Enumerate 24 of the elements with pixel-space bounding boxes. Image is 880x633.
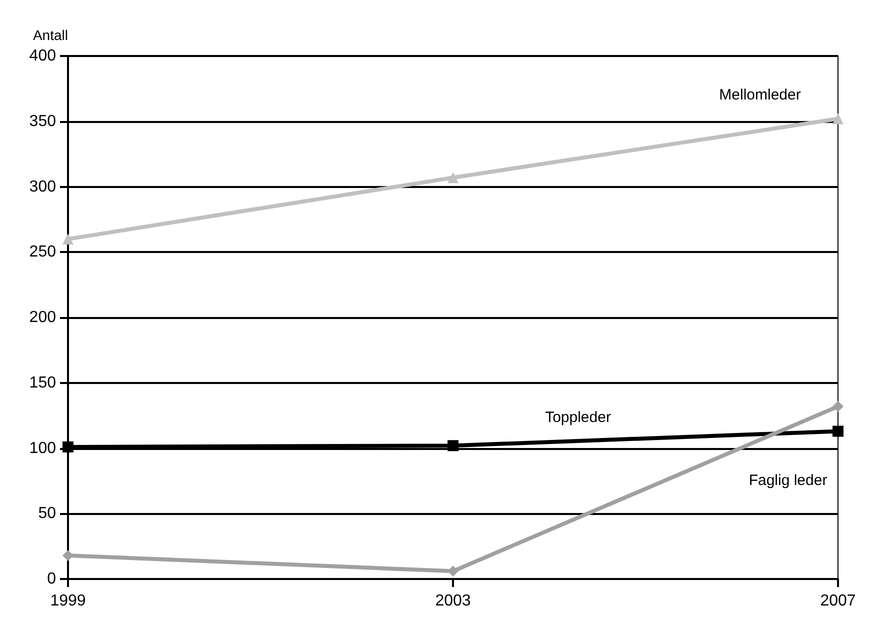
y-tick-label: 100 [29, 440, 56, 457]
point [832, 400, 844, 412]
series-label: Mellomleder [719, 86, 801, 104]
y-tick-label: 250 [29, 244, 56, 261]
y-tick-label: 50 [38, 505, 56, 522]
y-axis-title: Antall [32, 27, 68, 43]
series-label: Toppleder [545, 409, 611, 426]
point [448, 172, 458, 184]
point [62, 441, 74, 452]
y-tick-label: 300 [29, 178, 56, 196]
point [62, 234, 74, 245]
y-tick-label: 200 [29, 309, 56, 326]
series-label: Faglig leder [748, 472, 828, 489]
x-tick-label: 2003 [435, 592, 471, 610]
point [448, 440, 458, 452]
point [832, 426, 844, 437]
y-tick-label: 400 [29, 48, 56, 64]
point [62, 550, 74, 561]
x-tick-label: 1999 [50, 592, 86, 610]
x-tick-label: 2007 [820, 592, 856, 610]
y-tick-label: 150 [29, 374, 56, 392]
point [832, 113, 844, 124]
y-tick-label: 0 [47, 570, 56, 588]
y-tick-label: 350 [29, 112, 56, 130]
